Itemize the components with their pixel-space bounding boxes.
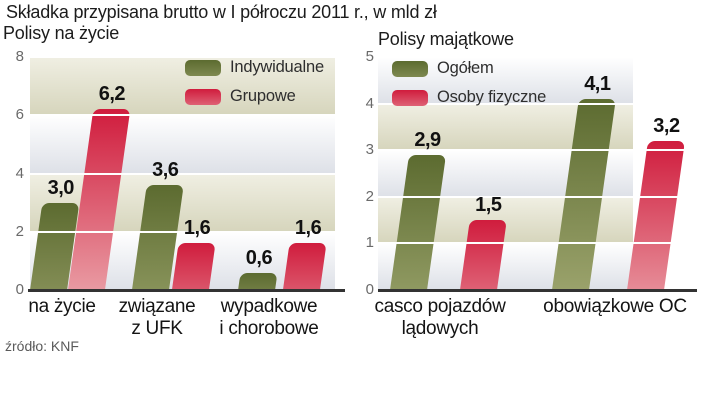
category-label: związane z UFK xyxy=(119,296,196,340)
legend-label: Osoby fizyczne xyxy=(437,88,547,106)
value-label: 3,6 xyxy=(152,159,179,182)
category-label: na życie xyxy=(28,296,96,318)
legend-swatch-green-icon xyxy=(185,59,221,76)
value-label: 1,6 xyxy=(183,217,211,240)
category-label-line: wypadkowe xyxy=(220,296,318,317)
value-label: 4,1 xyxy=(584,72,611,95)
legend: Indywidualne Grupowe xyxy=(185,58,324,116)
value-label: 2,9 xyxy=(414,128,441,151)
legend-label: Grupowe xyxy=(230,87,296,105)
value-label: 6,2 xyxy=(98,83,126,106)
bar-red-group1 xyxy=(172,243,216,290)
gridline xyxy=(28,56,345,58)
plot-area: 2,9 1,5 casco pojazdów lądowych 4,1 3,2 obowią… xyxy=(366,48,697,339)
gridline xyxy=(28,172,345,175)
value-label: 3,0 xyxy=(47,176,75,199)
gridline xyxy=(378,102,697,105)
y-tick-label: 8 xyxy=(15,48,24,65)
y-tick-label: 4 xyxy=(15,164,24,182)
source-note: źródło: KNF xyxy=(5,338,79,354)
value-label: 1,5 xyxy=(475,194,502,217)
category-label-line: lądowych xyxy=(401,318,479,339)
legend-swatch-red-icon xyxy=(392,89,428,106)
category-label-line: na życie xyxy=(28,296,96,317)
category-label: obowiązkowe OC xyxy=(543,296,687,318)
legend-item-red: Grupowe xyxy=(185,87,324,106)
bar-red-group1 xyxy=(627,140,685,290)
y-tick-label: 1 xyxy=(365,234,374,252)
y-tick-label: 0 xyxy=(365,281,374,298)
chart-subtitle: Polisy majątkowe xyxy=(378,29,514,49)
gridline xyxy=(378,242,697,245)
y-tick-label: 3 xyxy=(365,141,374,159)
category-label-line: z UFK xyxy=(131,318,183,339)
gridline xyxy=(28,230,345,233)
y-tick-label: 4 xyxy=(365,94,374,112)
gridline xyxy=(378,56,697,58)
gridline xyxy=(378,195,697,198)
legend-item-green: Ogółem xyxy=(392,59,546,78)
plot-area: 3,0 6,2 na życie 3,6 1,6 związane z UFK 0,6 1,6 w… xyxy=(16,48,345,339)
plot-band-gray xyxy=(30,115,335,174)
y-tick-label: 0 xyxy=(15,281,24,298)
chart-subtitle: Polisy na życie xyxy=(3,23,120,43)
bar-green-group2 xyxy=(238,272,278,290)
category-label-line: i chorobowe xyxy=(219,318,319,339)
main-title: Składka przypisana brutto w I półroczu 2… xyxy=(6,2,437,22)
y-tick-label: 2 xyxy=(365,187,374,205)
legend-label: Indywidualne xyxy=(230,58,324,76)
y-tick-label: 5 xyxy=(365,48,374,65)
legend: Ogółem Osoby fizyczne xyxy=(392,59,546,117)
plot-band-beige xyxy=(30,57,335,116)
legend-item-red: Osoby fizyczne xyxy=(392,88,546,107)
y-tick-label: 6 xyxy=(15,106,24,124)
y-tick-label: 2 xyxy=(15,222,24,240)
gridline xyxy=(28,114,345,117)
gridline xyxy=(378,149,697,152)
category-label: wypadkowe i chorobowe xyxy=(219,296,318,340)
category-label-line: obowiązkowe OC xyxy=(543,296,687,317)
value-label: 1,6 xyxy=(294,217,322,240)
category-label-line: casco pojazdów xyxy=(374,296,506,317)
bar-red-group2 xyxy=(283,243,327,290)
legend-item-green: Indywidualne xyxy=(185,58,324,77)
legend-swatch-green-icon xyxy=(392,60,428,77)
category-label: casco pojazdów lądowych xyxy=(375,296,506,340)
x-axis-line xyxy=(28,289,345,292)
x-axis-line xyxy=(378,289,697,292)
category-label-line: związane xyxy=(118,296,196,317)
value-label: 0,6 xyxy=(245,246,273,269)
legend-swatch-red-icon xyxy=(185,88,221,105)
value-label: 3,2 xyxy=(653,114,680,137)
legend-label: Ogółem xyxy=(437,59,494,77)
